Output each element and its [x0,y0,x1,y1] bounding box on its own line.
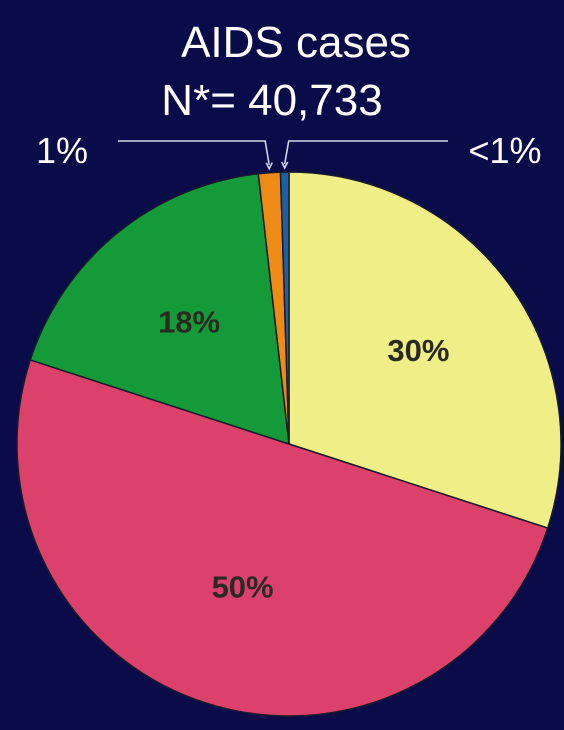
callout-arrow-1-percent [265,162,273,171]
slice-50-percent [16,359,549,717]
slice-18-percent [29,172,290,446]
chart-title: AIDS cases [181,18,411,67]
callout-arrow-less-than-1-percent [280,161,289,170]
label-less-than-1-percent: <1% [468,130,541,171]
slice-less-than-1-percent [279,171,290,445]
chart-subtitle: N*= 40,733 [161,76,382,125]
label-50-percent: 50% [212,570,274,605]
callout-line-less-than-1-percent [283,140,448,165]
slice-30-percent [288,171,562,529]
label-1-percent: 1% [36,130,88,171]
pie-labels: 30% 50% 18% 1% <1% [36,130,542,605]
label-18-percent: 18% [158,305,220,340]
label-30-percent: 30% [387,333,449,368]
pie-slices [16,171,562,717]
callout-line-1-percent [118,140,270,165]
